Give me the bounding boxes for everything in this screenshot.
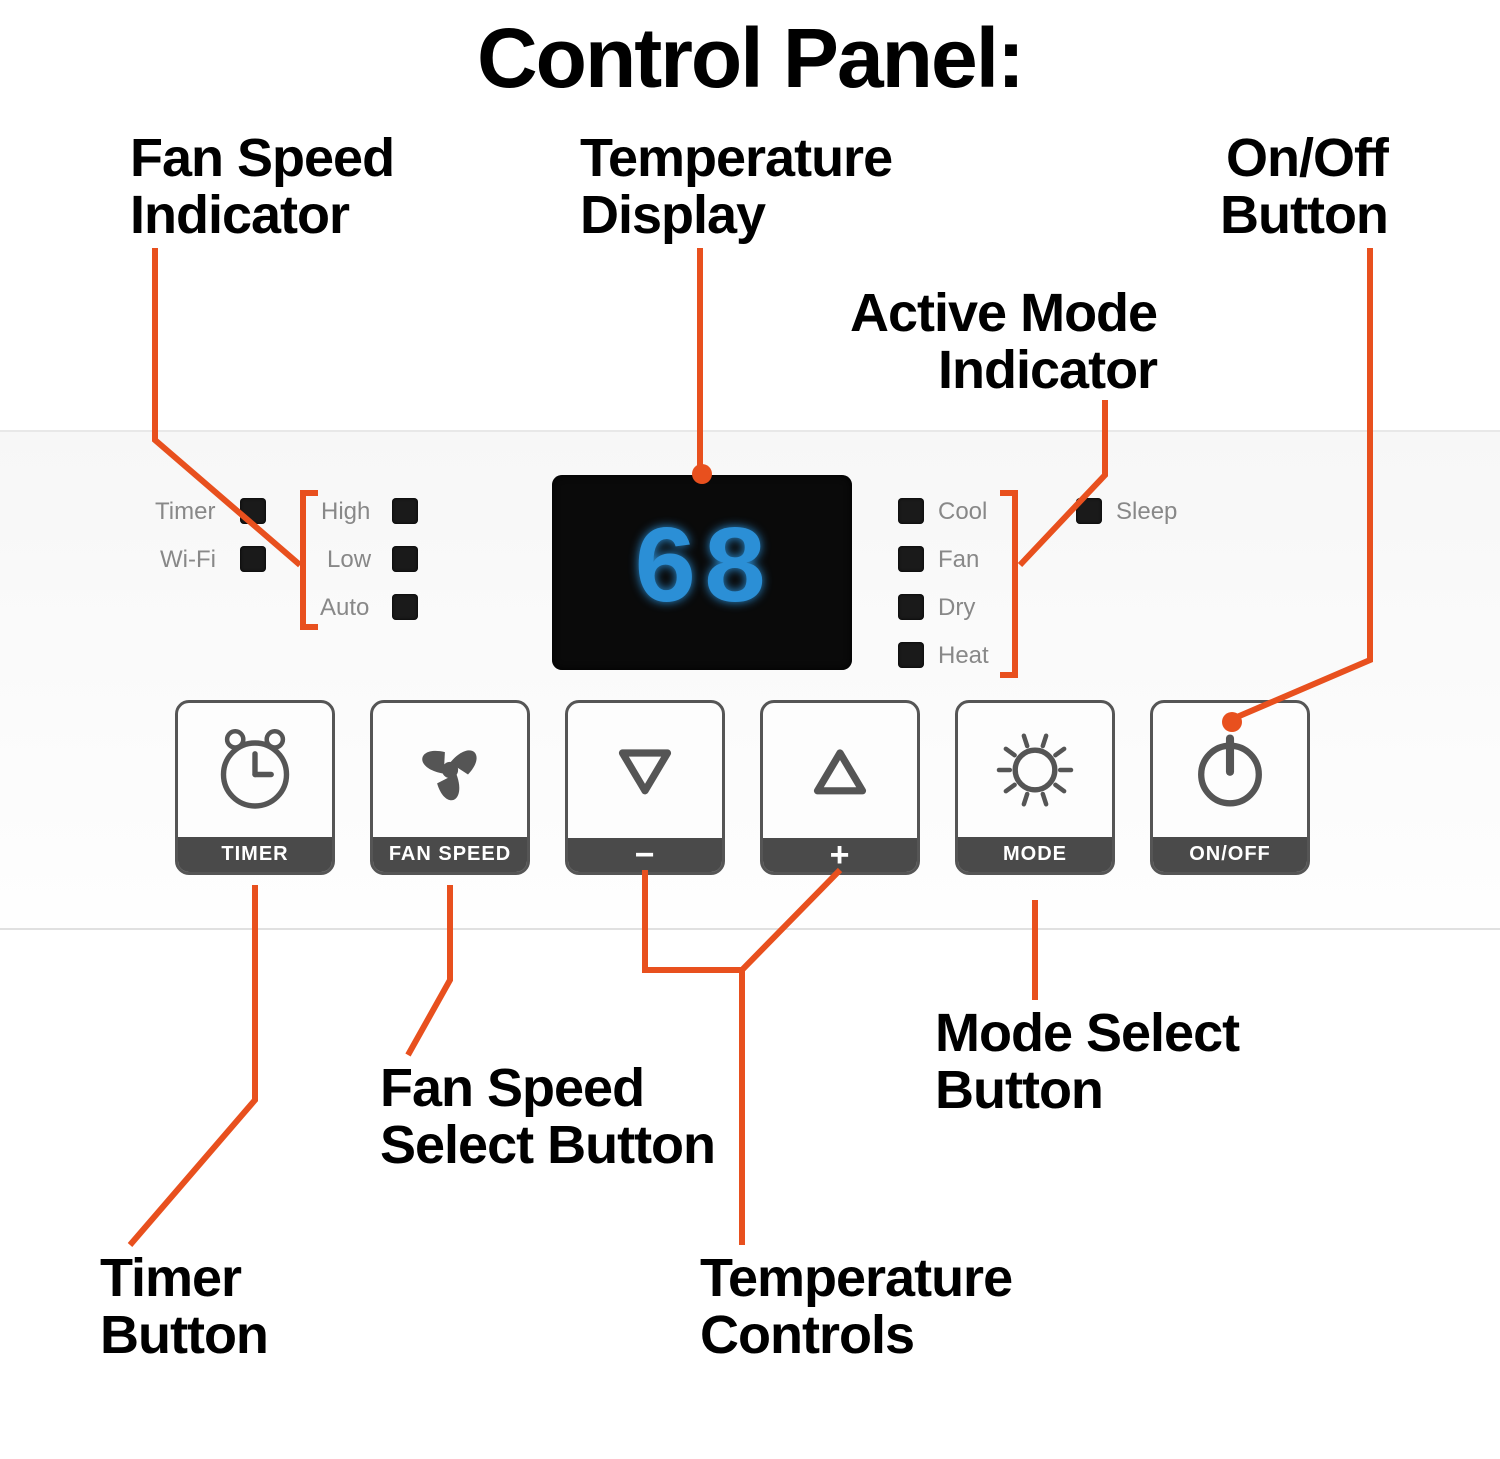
indicator-box bbox=[898, 546, 924, 572]
indicator-label: Auto bbox=[320, 594, 369, 622]
temperature-display: 68 bbox=[552, 475, 852, 670]
indicator-box bbox=[392, 546, 418, 572]
indicator-box bbox=[1076, 498, 1102, 524]
indicator-box bbox=[898, 594, 924, 620]
fan-speed-button[interactable]: FAN SPEED bbox=[370, 700, 530, 875]
temp-down-button[interactable]: − bbox=[565, 700, 725, 875]
callout-dot bbox=[692, 464, 712, 484]
button-label: MODE bbox=[958, 837, 1112, 872]
fan-speed-indicator-callout: Fan Speed Indicator bbox=[130, 130, 394, 243]
button-label: ON/OFF bbox=[1153, 837, 1307, 872]
active-mode-callout: Active Mode Indicator bbox=[850, 285, 1157, 398]
indicator-label: Low bbox=[327, 546, 371, 574]
indicator-label: Cool bbox=[938, 498, 987, 526]
indicator-label: Sleep bbox=[1116, 498, 1177, 526]
indicator-label: High bbox=[321, 498, 370, 526]
fan-icon bbox=[373, 703, 527, 837]
sun-icon bbox=[958, 703, 1112, 837]
fan-speed-select-callout: Fan Speed Select Button bbox=[380, 1060, 715, 1173]
indicator-label: Fan bbox=[938, 546, 979, 574]
fan-speed-bracket bbox=[300, 490, 318, 630]
mode-button[interactable]: MODE bbox=[955, 700, 1115, 875]
indicator-box bbox=[240, 546, 266, 572]
active-mode-bracket bbox=[1000, 490, 1018, 678]
timer-button-callout: Timer Button bbox=[100, 1250, 268, 1363]
up-icon bbox=[763, 703, 917, 838]
mode-select-callout: Mode Select Button bbox=[935, 1005, 1239, 1118]
temp-up-button[interactable]: + bbox=[760, 700, 920, 875]
down-icon bbox=[568, 703, 722, 838]
temp-display-callout: Temperature Display bbox=[580, 130, 892, 243]
indicator-label: Timer bbox=[155, 498, 215, 526]
clock-icon bbox=[178, 703, 332, 837]
indicator-box bbox=[240, 498, 266, 524]
temp-controls-callout: Temperature Controls bbox=[700, 1250, 1012, 1363]
indicator-box bbox=[392, 594, 418, 620]
page-title: Control Panel: bbox=[0, 10, 1500, 107]
button-label: FAN SPEED bbox=[373, 837, 527, 872]
onoff-callout: On/Off Button bbox=[1220, 130, 1388, 243]
indicator-label: Heat bbox=[938, 642, 989, 670]
indicator-box bbox=[392, 498, 418, 524]
button-label: TIMER bbox=[178, 837, 332, 872]
callout-dot bbox=[1222, 712, 1242, 732]
indicator-label: Dry bbox=[938, 594, 975, 622]
temperature-value: 68 bbox=[632, 510, 772, 635]
indicator-box bbox=[898, 498, 924, 524]
indicator-box bbox=[898, 642, 924, 668]
button-label: + bbox=[763, 838, 917, 872]
indicator-label: Wi-Fi bbox=[160, 546, 216, 574]
button-label: − bbox=[568, 838, 722, 872]
timer-button[interactable]: TIMER bbox=[175, 700, 335, 875]
